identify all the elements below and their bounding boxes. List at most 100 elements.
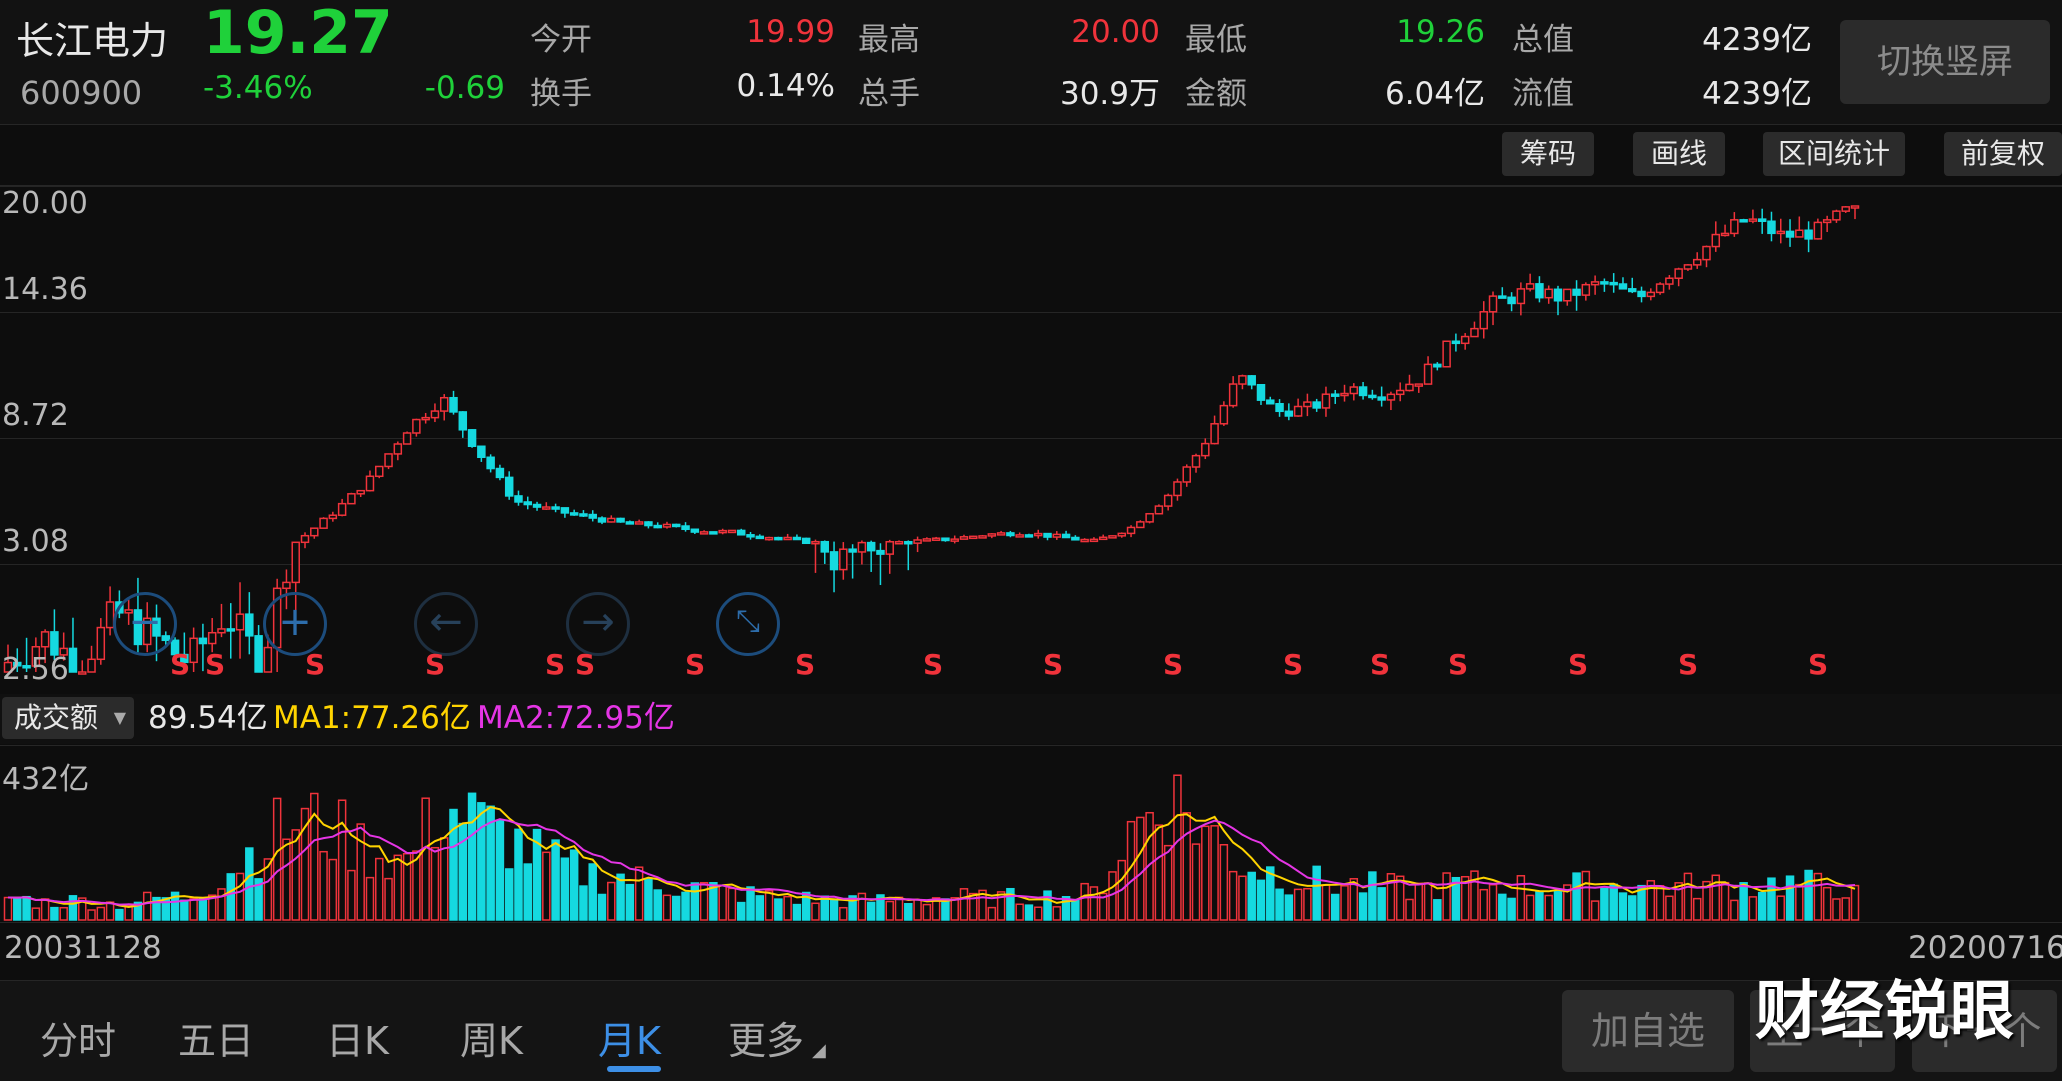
range-stats-button[interactable]: 区间统计	[1763, 132, 1905, 176]
candle-body	[523, 501, 533, 506]
zoom-in-icon[interactable]: +	[263, 592, 327, 656]
candle-body	[1479, 311, 1488, 330]
candle-body	[504, 476, 514, 497]
volume-bar	[1451, 876, 1461, 921]
volume-bar	[96, 906, 106, 921]
volume-bar	[170, 891, 180, 921]
indicator-bar	[0, 694, 2062, 744]
volume-bar	[801, 891, 811, 921]
candle-body	[1702, 245, 1711, 261]
candle-body	[532, 503, 542, 508]
candle-body	[1228, 383, 1238, 407]
volume-bar	[1163, 844, 1173, 921]
volume-bar	[356, 823, 365, 921]
candle-body	[1201, 442, 1210, 457]
kline-chart[interactable]	[0, 186, 2062, 686]
add-watchlist-button[interactable]: 加自选	[1562, 990, 1734, 1072]
candle-body	[783, 536, 792, 541]
scroll-right-icon[interactable]: →	[566, 592, 630, 656]
tab-monthly-k[interactable]: 月K	[598, 1019, 661, 1063]
candle-body	[718, 529, 727, 534]
volume-bar	[105, 901, 115, 921]
candle-body	[1618, 283, 1628, 290]
candle-body	[829, 551, 839, 571]
volume-bar	[78, 897, 87, 921]
candle-body	[1692, 258, 1702, 266]
candle-body	[792, 536, 802, 541]
active-tab-indicator	[607, 1066, 661, 1072]
zoom-out-icon[interactable]: −	[113, 592, 177, 656]
volume-bar	[13, 896, 22, 921]
volume-bar	[718, 884, 727, 921]
tab-five-day[interactable]: 五日	[178, 1019, 255, 1063]
y-tick-label: 20.00	[2, 186, 88, 221]
market-cap-label: 总值	[1512, 22, 1574, 58]
volume-bar	[1423, 882, 1433, 921]
candle-body	[672, 523, 681, 528]
candle-body	[1600, 281, 1609, 285]
volume-chart[interactable]	[0, 746, 2062, 922]
signal-s-marker: S	[1163, 648, 1184, 681]
end-date: 20200716	[1908, 930, 2062, 966]
volume-bar	[142, 891, 152, 921]
volume-bar	[1098, 892, 1108, 921]
prev-stock-button[interactable]: 上一个	[1750, 990, 1895, 1072]
tab-weekly-k[interactable]: 周K	[460, 1019, 523, 1063]
total-volume-label: 总手	[858, 76, 920, 112]
candle-body	[31, 646, 41, 667]
volume-bar	[969, 892, 978, 921]
candle-body	[412, 418, 421, 434]
candle-body	[1386, 393, 1396, 401]
volume-bar	[560, 857, 570, 921]
volume-bar	[1702, 880, 1711, 921]
volume-bar	[672, 895, 681, 921]
volume-bar	[384, 877, 393, 921]
candle-body	[1655, 283, 1665, 294]
volume-bar	[430, 846, 440, 921]
volume-bar	[1136, 816, 1145, 921]
volume-bar	[133, 901, 143, 921]
indicator-dropdown[interactable]: 成交额 ▼	[2, 697, 134, 739]
volume-bar	[1609, 883, 1618, 921]
candle-body	[1581, 283, 1591, 296]
candle-body	[198, 637, 208, 645]
volume-bar	[31, 907, 41, 921]
tab-intraday[interactable]: 分时	[40, 1019, 117, 1063]
switch-portrait-button[interactable]: 切换竖屏	[1840, 20, 2050, 104]
volume-bar	[3, 896, 13, 921]
scroll-left-icon[interactable]: ←	[414, 592, 478, 656]
candle-body	[922, 538, 932, 542]
stock-price: 19.27	[203, 0, 393, 68]
candle-body	[1460, 335, 1470, 345]
volume-bar	[328, 858, 338, 921]
volume-bar	[894, 896, 904, 921]
reset-zoom-icon[interactable]: ⤡	[716, 592, 780, 656]
volume-bar	[931, 897, 941, 921]
candle-body	[1173, 481, 1182, 497]
tab-more[interactable]: 更多	[728, 1019, 805, 1063]
volume-bar	[941, 898, 950, 921]
volume-bar	[1627, 895, 1637, 921]
volume-bar	[1024, 904, 1034, 921]
tab-daily-k[interactable]: 日K	[326, 1019, 389, 1063]
chips-button[interactable]: 筹码	[1502, 132, 1594, 176]
candle-body	[746, 534, 755, 538]
volume-bar	[1414, 882, 1424, 921]
candle-body	[1024, 534, 1034, 538]
volume-bar	[161, 897, 171, 921]
price-adjust-button[interactable]: 前复权	[1944, 132, 2062, 176]
candle-body	[310, 527, 319, 537]
volume-bar	[1145, 811, 1154, 921]
candle-body	[885, 541, 894, 555]
volume-bar	[59, 906, 68, 921]
volume-bar	[709, 882, 718, 921]
candle-body	[1303, 401, 1312, 408]
volume-bar	[1256, 879, 1266, 921]
draw-line-button[interactable]: 画线	[1633, 132, 1725, 176]
next-stock-button[interactable]: 下一个	[1912, 990, 2057, 1072]
candle-body	[514, 495, 523, 503]
candle-body	[40, 631, 50, 648]
candle-body	[1590, 281, 1600, 286]
volume-bar	[1433, 899, 1442, 921]
signal-s-marker: S	[425, 648, 446, 681]
